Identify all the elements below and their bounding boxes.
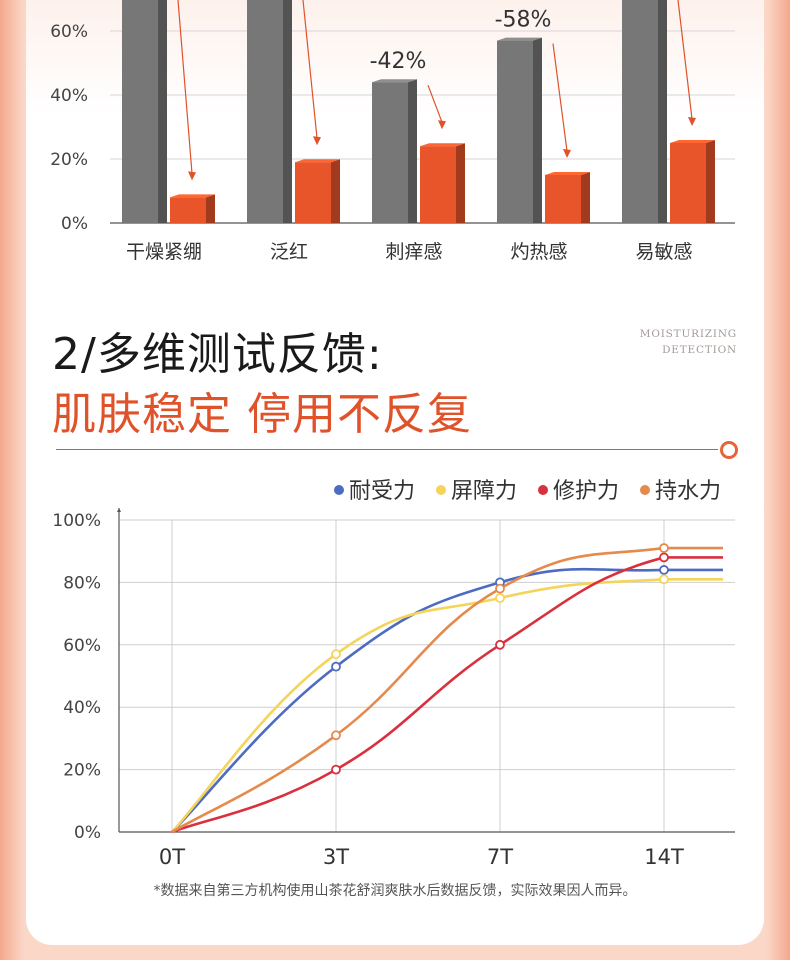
legend-marker [334, 485, 344, 495]
section-subtitle: 肌肤稳定 停用不反复 [52, 389, 472, 440]
bar-after-side [456, 143, 465, 223]
bar-before [122, 0, 158, 223]
change-annotation: -58% [495, 8, 552, 33]
bar-before-top [497, 37, 542, 41]
tag-line-1: MOISTURIZING [639, 328, 737, 340]
y-tick-label: 40% [50, 86, 88, 106]
data-point [495, 639, 505, 650]
bar-before-side [158, 0, 167, 223]
data-point [495, 583, 505, 594]
category-label: 刺痒感 [385, 241, 442, 263]
change-arrowhead [313, 136, 321, 146]
bar-after [545, 175, 581, 223]
y-tick-label: 0% [74, 823, 101, 843]
x-tick-label: 0T [159, 845, 185, 869]
bar-before [247, 0, 283, 223]
y-tick-label: 20% [50, 150, 88, 170]
category-label: 泛红 [270, 241, 308, 263]
data-point [331, 649, 341, 660]
bar-after-side [706, 140, 715, 223]
category-label: 灼热感 [510, 241, 567, 263]
legend-marker [640, 485, 650, 495]
bar-after-side [331, 159, 340, 223]
series-line [171, 577, 723, 833]
bar-after-side [581, 172, 590, 223]
bar-after-top [295, 159, 340, 163]
section-tag: MOISTURIZING DETECTION [640, 326, 737, 358]
data-point [659, 574, 669, 585]
y-tick-label: 60% [50, 22, 88, 42]
bar-chart: 0% 20% 40% 60% 干燥紧绷 泛红 刺痒感 灼热感 易敏感 -42% -58% [50, 0, 735, 263]
x-tick-label: 7T [487, 845, 513, 869]
bar-before-side [283, 0, 292, 223]
data-point [659, 565, 669, 575]
bar-before-side [533, 37, 542, 223]
y-tick-label: 20% [63, 761, 101, 781]
x-tick-label: 14T [644, 845, 684, 869]
bar-after-top [670, 140, 715, 143]
legend-marker [538, 485, 548, 495]
data-point [331, 764, 341, 775]
data-point [659, 543, 669, 553]
category-label: 易敏感 [635, 241, 692, 263]
y-tick-label: 40% [63, 698, 101, 718]
change-arrow [427, 84, 443, 123]
legend-label: 持水力 [655, 479, 721, 504]
bar-before [622, 0, 658, 223]
y-tick-label: 80% [63, 573, 101, 593]
y-tick-label: 60% [63, 636, 101, 656]
bar-after [420, 146, 456, 223]
bar-before [372, 82, 408, 223]
tag-line-2: DETECTION [662, 344, 737, 356]
bar-after [295, 162, 331, 223]
change-arrow [177, 0, 193, 174]
section-divider [56, 449, 718, 450]
bar-before [497, 40, 533, 223]
bar-after-top [545, 172, 590, 175]
change-annotation: -42% [370, 49, 427, 74]
y-axis-arrow [117, 508, 121, 512]
footnote: *数据来自第三方机构使用山茶花舒润爽肤水后数据反馈，实际效果因人而异。 [153, 883, 637, 899]
change-arrow [302, 0, 318, 139]
legend-marker [436, 485, 446, 495]
x-tick-label: 3T [323, 845, 349, 869]
change-arrow [677, 0, 693, 120]
bar-after-top [420, 143, 465, 147]
category-label: 干燥紧绷 [126, 241, 202, 263]
data-point [331, 730, 341, 741]
bar-after [670, 143, 706, 223]
line-chart: 耐受力 屏障力 修护力 持水力 0% 20% 40% 60% 80% 100% 0T 3T 7T 14… [52, 479, 735, 869]
change-arrowhead [188, 171, 196, 181]
change-arrowhead [438, 120, 446, 130]
series-line [171, 556, 723, 834]
series-line [171, 546, 723, 834]
legend-label: 屏障力 [451, 479, 517, 504]
y-tick-label: 100% [52, 511, 101, 531]
change-arrowhead [563, 149, 571, 158]
divider-ring-icon [720, 441, 738, 459]
legend-label: 修护力 [553, 479, 619, 504]
section-title: 2/多维测试反馈: [52, 329, 383, 380]
bar-before-top [372, 79, 417, 83]
bar-after-side [206, 194, 215, 223]
y-tick-label: 0% [61, 214, 88, 234]
change-arrow [552, 43, 568, 152]
bar-after [170, 197, 206, 223]
change-arrowhead [688, 117, 696, 126]
bar-before-side [408, 79, 417, 223]
legend-label: 耐受力 [349, 479, 415, 504]
bar-after-top [170, 194, 215, 198]
data-point [659, 552, 669, 563]
data-point [495, 593, 505, 603]
bar-before-side [658, 0, 667, 223]
data-point [331, 661, 341, 672]
